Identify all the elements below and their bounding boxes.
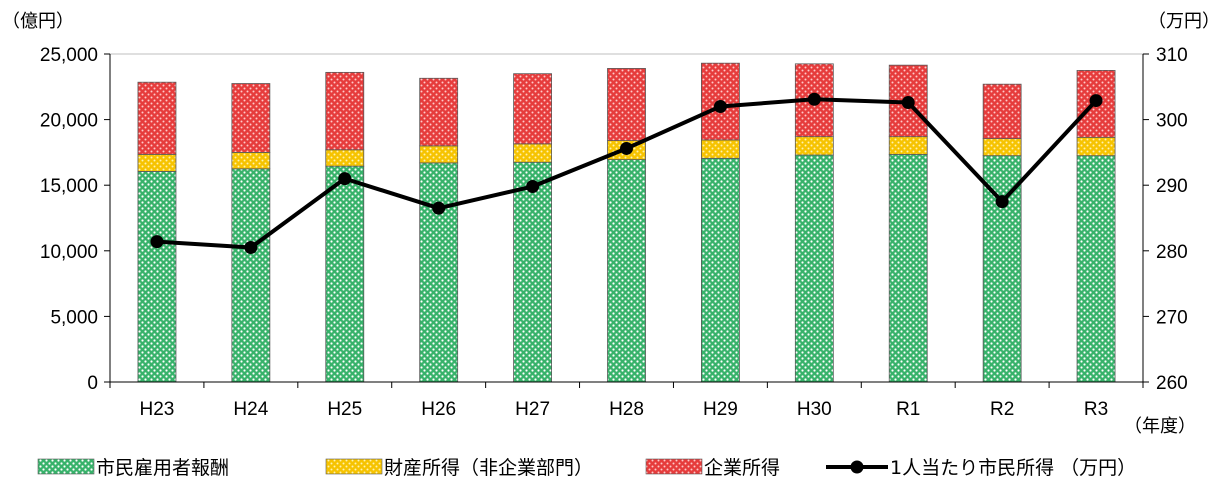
x-tick-label: H30 bbox=[797, 399, 832, 420]
bar-property-income bbox=[1076, 136, 1116, 157]
bar-wages bbox=[1076, 155, 1116, 383]
x-tick-label: H24 bbox=[233, 399, 268, 420]
y-left-tick-label: 10,000 bbox=[40, 242, 98, 263]
y-left-tick-label: 0 bbox=[87, 373, 98, 394]
per-capita-income-point bbox=[901, 96, 915, 110]
bar-corporate-income bbox=[607, 68, 646, 141]
x-tick-label: H28 bbox=[609, 399, 644, 420]
legend-label-property: 財産所得（非企業部門） bbox=[384, 457, 593, 479]
bar-corporate-income bbox=[231, 83, 271, 153]
bar-corporate-income bbox=[419, 77, 459, 147]
x-tick-label: R2 bbox=[990, 399, 1014, 420]
bar-property-income bbox=[701, 139, 740, 159]
y-right-tick-label: 260 bbox=[1156, 373, 1188, 394]
per-capita-income-point bbox=[807, 92, 821, 106]
legend-swatch-corporate bbox=[645, 458, 703, 475]
bar-property-income bbox=[325, 149, 365, 167]
x-axis-unit: （年度） bbox=[1124, 416, 1196, 437]
x-tick-label: R3 bbox=[1084, 399, 1108, 420]
per-capita-income-point bbox=[713, 99, 727, 113]
legend-swatch-wages bbox=[37, 458, 95, 475]
x-tick-label: H23 bbox=[140, 399, 175, 420]
per-capita-income-point bbox=[432, 201, 446, 215]
bar-property-income bbox=[982, 138, 1022, 157]
per-capita-income-point bbox=[995, 195, 1009, 209]
bar-corporate-income bbox=[513, 73, 552, 145]
y-right-tick-label: 270 bbox=[1156, 307, 1188, 328]
bar-corporate-income bbox=[137, 81, 177, 155]
bar-property-income bbox=[513, 143, 552, 163]
bar-corporate-income bbox=[325, 71, 365, 151]
axes: 0 5,000 10,000 15,000 20,000 25,000 260 270 280 2… bbox=[40, 45, 1188, 420]
bar-corporate-income bbox=[982, 83, 1022, 140]
y-right-tick-label: 300 bbox=[1156, 111, 1188, 132]
y-right-tick-label: 290 bbox=[1156, 176, 1188, 197]
y-left-tick-label: 5,000 bbox=[50, 307, 98, 328]
bar-property-income bbox=[888, 136, 928, 155]
y-left-tick-label: 20,000 bbox=[40, 111, 98, 132]
bar-wages bbox=[231, 168, 271, 383]
y-right-unit: （万円） bbox=[1148, 11, 1220, 32]
y-left-tick-label: 25,000 bbox=[40, 45, 98, 66]
legend-label-corporate: 企業所得 bbox=[704, 457, 780, 479]
bar-wages bbox=[794, 154, 834, 383]
x-tick-label: H26 bbox=[421, 399, 456, 420]
bar-wages bbox=[325, 165, 365, 383]
legend-label-per-capita: 1人当たり市民所得 （万円） bbox=[890, 457, 1136, 479]
per-capita-income-point bbox=[150, 235, 164, 249]
legend: 市民雇用者報酬 財産所得（非企業部門） 企業所得 1人当たり市民所得 （万円） bbox=[37, 457, 1136, 479]
per-capita-income-point bbox=[244, 241, 258, 255]
bar-wages bbox=[419, 162, 459, 383]
x-tick-label: H27 bbox=[515, 399, 550, 420]
bar-layer bbox=[137, 62, 1116, 383]
legend-swatch-property bbox=[325, 458, 383, 475]
line-layer bbox=[150, 92, 1103, 255]
bar-property-income bbox=[137, 153, 177, 172]
bar-property-income bbox=[419, 145, 459, 164]
bar-property-income bbox=[794, 136, 834, 156]
bar-wages bbox=[137, 171, 177, 383]
per-capita-income-point bbox=[1089, 94, 1103, 108]
bar-wages bbox=[982, 155, 1022, 383]
x-tick-label: R1 bbox=[896, 399, 920, 420]
per-capita-income-point bbox=[526, 180, 540, 194]
y-right-tick-label: 310 bbox=[1156, 45, 1188, 66]
x-tick-label: H29 bbox=[703, 399, 738, 420]
bar-property-income bbox=[231, 151, 271, 170]
bar-wages bbox=[888, 153, 928, 383]
y-left-unit: （億円） bbox=[2, 11, 74, 32]
legend-label-wages: 市民雇用者報酬 bbox=[96, 457, 229, 479]
y-right-tick-label: 280 bbox=[1156, 242, 1188, 263]
bar-wages bbox=[513, 161, 552, 383]
bar-wages bbox=[607, 159, 646, 383]
x-tick-label: H25 bbox=[327, 399, 362, 420]
per-capita-income-point bbox=[620, 141, 633, 155]
y-left-tick-label: 15,000 bbox=[40, 176, 98, 197]
bar-wages bbox=[701, 157, 740, 383]
legend-marker-per-capita bbox=[850, 460, 864, 474]
per-capita-income-point bbox=[338, 172, 352, 186]
